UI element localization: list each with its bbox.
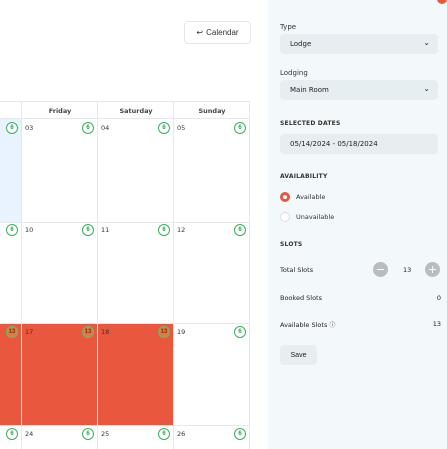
calendar-header: Friday Saturday Sunday (0, 101, 250, 119)
day-number: 12 (177, 226, 186, 234)
day-number: 10 (25, 226, 34, 234)
day-number: 18 (101, 328, 110, 336)
selected-dates-field[interactable]: 05/14/2024 - 05/18/2024 (280, 134, 438, 154)
booked-slots-row: Booked Slots 0 (280, 294, 441, 302)
day-number: 05 (177, 124, 186, 132)
lodging-select-value: Main Room (290, 86, 329, 94)
day-number: 25 (101, 430, 110, 438)
back-to-calendar-button[interactable]: ↩ Calendar (184, 21, 251, 44)
notification-dot (437, 0, 447, 4)
lodging-label: Lodging (280, 69, 308, 77)
availability-badge: 6 (6, 122, 18, 134)
available-slots-row: Available Slots ⓘ 13 (280, 320, 441, 329)
availability-badge: 6 (158, 224, 170, 236)
available-radio-option[interactable]: Available (280, 192, 325, 202)
calendar-cell-17[interactable] (22, 323, 97, 425)
booked-slots-value: 0 (436, 294, 441, 302)
calendar-cell-thursday-w3[interactable] (0, 323, 21, 425)
type-select-value: Lodge (290, 40, 312, 48)
day-number: 26 (177, 430, 186, 438)
availability-badge: 6 (6, 428, 18, 440)
selected-dates-label: SELECTED DATES (280, 120, 341, 127)
calendar-cell-18[interactable] (98, 323, 174, 425)
availability-badge: 6 (82, 428, 94, 440)
total-slots-label: Total Slots (280, 266, 314, 274)
total-slots-value[interactable]: 13 (403, 266, 412, 274)
day-number: 03 (25, 124, 34, 132)
availability-badge: 13 (82, 326, 94, 338)
day-number: 24 (25, 430, 34, 438)
increment-button[interactable]: + (425, 262, 440, 277)
availability-badge: 6 (234, 428, 246, 440)
back-button-label: Calendar (206, 28, 239, 37)
availability-badge: 6 (158, 122, 170, 134)
day-number: 19 (177, 328, 186, 336)
slots-label: SLOTS (280, 241, 303, 248)
decrement-button[interactable]: − (373, 262, 388, 277)
column-header-sunday: Sunday (198, 106, 226, 115)
unavailable-radio-option[interactable]: Unavailable (280, 212, 334, 222)
availability-badge: 6 (158, 428, 170, 440)
availability-label: AVAILABILITY (280, 173, 328, 180)
total-slots-row: Total Slots (280, 266, 441, 274)
availability-badge: 6 (82, 122, 94, 134)
calendar-grid: Friday Saturday Sunday 6 03 6 04 6 05 6 … (0, 101, 250, 449)
availability-badge: 6 (6, 224, 18, 236)
availability-panel: Type Lodge ⌄ Lodging Main Room ⌄ SELECTE… (268, 0, 447, 449)
day-number: 11 (101, 226, 110, 234)
save-button[interactable]: Save (280, 345, 317, 365)
day-number: 17 (25, 328, 34, 336)
chevron-down-icon: ⌄ (423, 84, 430, 93)
available-slots-value: 13 (432, 320, 441, 328)
availability-badge: 13 (158, 326, 170, 338)
selected-dates-value: 05/14/2024 - 05/18/2024 (290, 140, 378, 148)
day-number: 04 (101, 124, 110, 132)
arrow-left-icon: ↩ (196, 28, 204, 37)
booked-slots-label: Booked Slots (280, 294, 322, 302)
availability-badge: 6 (234, 224, 246, 236)
radio-selected-icon[interactable] (280, 192, 290, 202)
type-label: Type (280, 23, 297, 31)
available-slots-label: Available Slots (280, 321, 328, 329)
availability-badge: 13 (6, 326, 18, 338)
availability-badge: 6 (82, 224, 94, 236)
type-select[interactable]: Lodge ⌄ (280, 34, 438, 54)
available-label: Available (296, 193, 326, 201)
radio-unselected-icon[interactable] (280, 212, 290, 222)
lodging-select[interactable]: Main Room ⌄ (280, 80, 438, 100)
calendar-cell-thursday-w1[interactable] (0, 119, 21, 222)
chevron-down-icon: ⌄ (423, 38, 430, 47)
availability-badge: 6 (234, 326, 246, 338)
column-header-friday: Friday (48, 106, 72, 115)
info-icon[interactable]: ⓘ (329, 322, 336, 329)
column-header-saturday: Saturday (119, 106, 153, 115)
unavailable-label: Unavailable (296, 213, 335, 221)
availability-badge: 6 (234, 122, 246, 134)
